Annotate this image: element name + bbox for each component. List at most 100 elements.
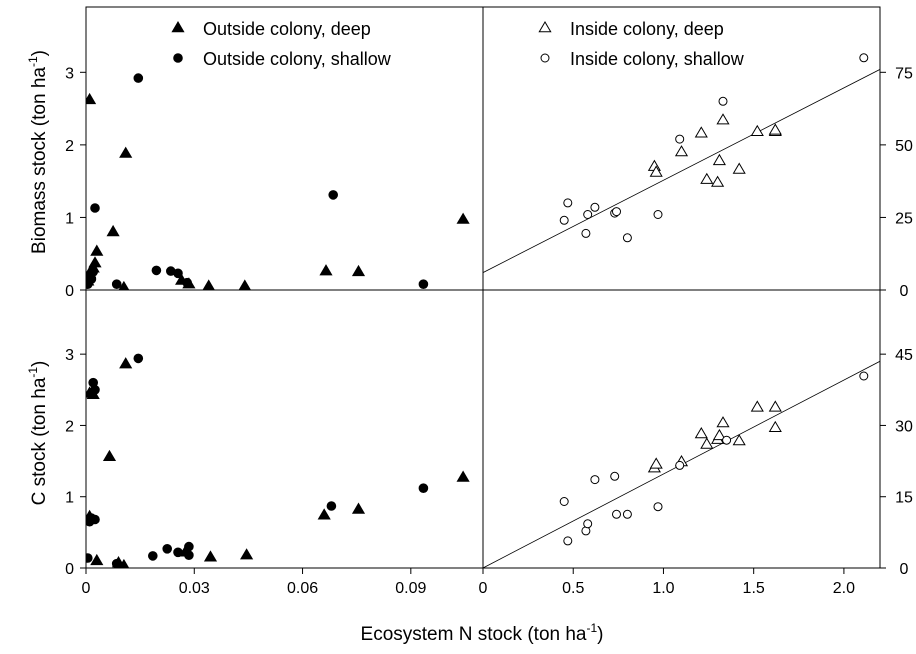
- data-point: [653, 502, 663, 512]
- data-point: [622, 233, 632, 243]
- data-point: [317, 508, 331, 520]
- legend-label: Outside colony, shallow: [203, 49, 392, 69]
- data-point: [118, 280, 130, 290]
- x-tick-label: 0: [479, 580, 488, 597]
- data-point: [694, 427, 708, 439]
- data-layer: [86, 353, 470, 568]
- data-point: [768, 400, 782, 412]
- x-tick-label: 0.06: [287, 580, 318, 597]
- y-axis-label-biomass: Biomass stock (ton ha-1): [26, 50, 50, 254]
- data-point: [859, 53, 869, 63]
- y-tick-label: 0: [65, 561, 74, 578]
- x-tick-label: 1.0: [652, 580, 674, 597]
- data-point: [328, 190, 339, 200]
- data-point: [418, 279, 429, 290]
- data-point: [712, 153, 726, 166]
- y-tick-label-right: 15: [895, 490, 913, 507]
- panels: 0 1 2 3 Outside colony, deep Outside colony, …: [65, 6, 913, 597]
- data-point: [90, 203, 100, 213]
- data-point: [559, 497, 569, 506]
- data-point: [622, 509, 632, 519]
- data-point: [86, 553, 93, 563]
- data-point: [203, 550, 218, 562]
- data-point: [590, 202, 600, 212]
- data-point: [674, 145, 689, 157]
- y-tick-label-right: 30: [895, 418, 913, 435]
- x-tick-label: 0.5: [562, 580, 584, 597]
- y-axis-label-c-stock: C stock (ton ha-1): [26, 361, 50, 506]
- y-tick-label: 1: [65, 210, 74, 227]
- data-point: [86, 279, 93, 289]
- data-point: [90, 514, 100, 525]
- x-tick-label: 1.5: [743, 580, 765, 597]
- data-point: [694, 126, 708, 138]
- y-tick-label: 2: [65, 138, 74, 155]
- data-point: [768, 420, 782, 432]
- data-point: [184, 550, 194, 561]
- data-point: [559, 215, 569, 225]
- legend-marker: [538, 21, 552, 33]
- data-point: [750, 400, 764, 412]
- y-tick-label-right: 0: [900, 561, 909, 578]
- data-point: [106, 224, 120, 237]
- data-point: [86, 92, 97, 105]
- data-point: [90, 244, 104, 256]
- data-point: [319, 264, 333, 276]
- data-point: [238, 279, 252, 290]
- y-tick-label-right: 50: [895, 138, 913, 155]
- data-point: [202, 279, 215, 290]
- data-point: [700, 172, 714, 184]
- axis-labels: Biomass stock (ton ha-1) C stock (ton ha…: [26, 50, 603, 645]
- data-point: [90, 385, 100, 395]
- data-point: [675, 460, 685, 470]
- data-point: [173, 547, 183, 558]
- data-point: [102, 449, 117, 461]
- x-axis-label: Ecosystem N stock (ton ha-1): [361, 621, 604, 645]
- y-tick-label: 0: [65, 283, 74, 300]
- y-tick-label-right: 0: [900, 283, 909, 300]
- data-point: [90, 553, 104, 566]
- data-point: [418, 483, 429, 494]
- data-point: [456, 470, 470, 482]
- data-point: [732, 434, 746, 446]
- data-point: [351, 264, 366, 277]
- data-point: [700, 437, 714, 449]
- data-point: [583, 210, 593, 219]
- data-point: [111, 558, 122, 568]
- legend-label: Inside colony, deep: [570, 19, 724, 39]
- data-point: [162, 544, 172, 554]
- data-point: [590, 475, 600, 485]
- data-point: [240, 548, 254, 560]
- data-point: [675, 134, 685, 144]
- y-tick-label-right: 25: [895, 210, 913, 227]
- data-point: [184, 541, 194, 552]
- panel-c-outside: 0 1 2 3 0 0.03 0.06 0.09: [65, 289, 484, 597]
- data-point: [563, 536, 573, 546]
- data-point: [563, 198, 573, 208]
- x-tick-label: 0: [82, 580, 91, 597]
- data-point: [722, 435, 732, 445]
- data-point: [119, 357, 133, 369]
- data-point: [653, 210, 663, 219]
- data-layer: [86, 73, 470, 290]
- data-point: [151, 265, 162, 276]
- y-tick-label: 3: [65, 347, 74, 364]
- data-point: [649, 457, 663, 469]
- data-layer: [483, 360, 880, 568]
- data-point: [581, 228, 591, 238]
- panel-c-inside: 0 15 30 45 0 0.5 1.0 1.5 2.0: [479, 289, 913, 597]
- legend-label: Outside colony, deep: [203, 19, 371, 39]
- data-point: [716, 416, 730, 428]
- data-point: [859, 371, 869, 381]
- data-point: [612, 509, 621, 519]
- x-tick-label: 0.03: [179, 580, 210, 597]
- panel-frame: [482, 289, 881, 569]
- x-tick-label: 2.0: [833, 580, 855, 597]
- legend-marker: [171, 21, 185, 33]
- data-point: [711, 175, 725, 187]
- regression-line: [483, 69, 880, 273]
- data-point: [133, 73, 144, 83]
- y-tick-label-right: 75: [895, 65, 913, 82]
- legend-marker: [173, 53, 183, 63]
- legend-label: Inside colony, shallow: [570, 49, 745, 69]
